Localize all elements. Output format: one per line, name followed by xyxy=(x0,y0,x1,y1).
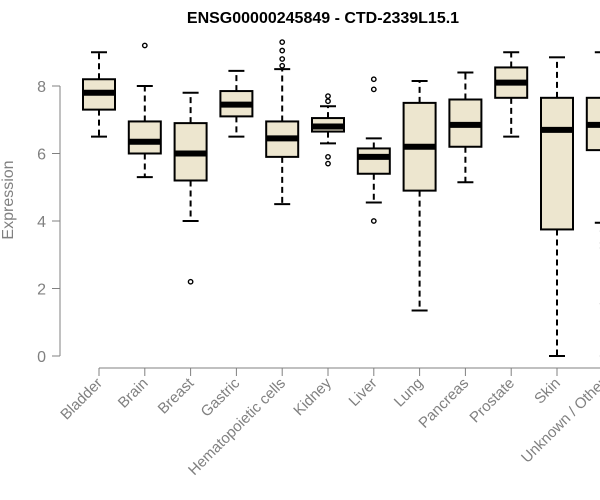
boxes-layer xyxy=(82,39,600,357)
outlier-point xyxy=(370,76,377,83)
box-kidney xyxy=(311,93,345,167)
outlier-point xyxy=(279,62,286,69)
y-tick-label: 6 xyxy=(37,147,46,164)
y-tick-label: 4 xyxy=(37,214,46,231)
outlier-point xyxy=(325,98,331,105)
y-tick-label: 2 xyxy=(37,282,46,299)
outlier-point xyxy=(325,160,331,167)
iqr-box xyxy=(356,147,391,175)
box-prostate xyxy=(494,51,529,138)
box-hematopoietic-cells xyxy=(265,39,300,206)
outlier-point xyxy=(141,42,148,49)
box-gastric xyxy=(219,69,254,138)
y-tick-label: 0 xyxy=(37,349,46,366)
x-tick-label: Breast xyxy=(155,374,198,417)
outlier-point xyxy=(187,278,194,285)
outlier-point xyxy=(325,93,331,100)
box-pancreas xyxy=(448,71,483,184)
x-tick-label: Brain xyxy=(115,375,152,412)
box-liver xyxy=(356,76,391,224)
y-axis-label: Expression xyxy=(0,160,17,239)
x-tick-label: Skin xyxy=(531,375,564,408)
outlier-point xyxy=(370,86,377,93)
x-tick-label: Prostate xyxy=(466,375,518,427)
outlier-point xyxy=(325,153,331,160)
x-tick-label: Liver xyxy=(346,375,381,410)
box-skin xyxy=(540,56,574,357)
y-tick-label: 8 xyxy=(37,79,46,96)
y-axis: 0 2 4 6 8 xyxy=(37,79,61,366)
iqr-box xyxy=(127,120,162,155)
x-tick-label: Kidney xyxy=(290,374,335,419)
outlier-point xyxy=(370,218,377,224)
box-unknown-other xyxy=(585,51,600,357)
iqr-box xyxy=(540,96,574,231)
box-breast xyxy=(173,91,208,285)
x-tick-label: Pancreas xyxy=(415,375,472,432)
box-bladder xyxy=(82,51,116,138)
outlier-point xyxy=(279,39,286,46)
outlier-point xyxy=(279,47,286,54)
box-brain xyxy=(127,42,162,179)
chart-title: ENSG00000245849 - CTD-2339L15.1 xyxy=(187,10,459,27)
x-tick-label: Bladder xyxy=(57,375,106,424)
outlier-point xyxy=(279,56,286,62)
x-tick-label: Gastric xyxy=(198,374,244,420)
box-lung xyxy=(402,79,437,312)
x-tick-label: Lung xyxy=(391,375,427,411)
